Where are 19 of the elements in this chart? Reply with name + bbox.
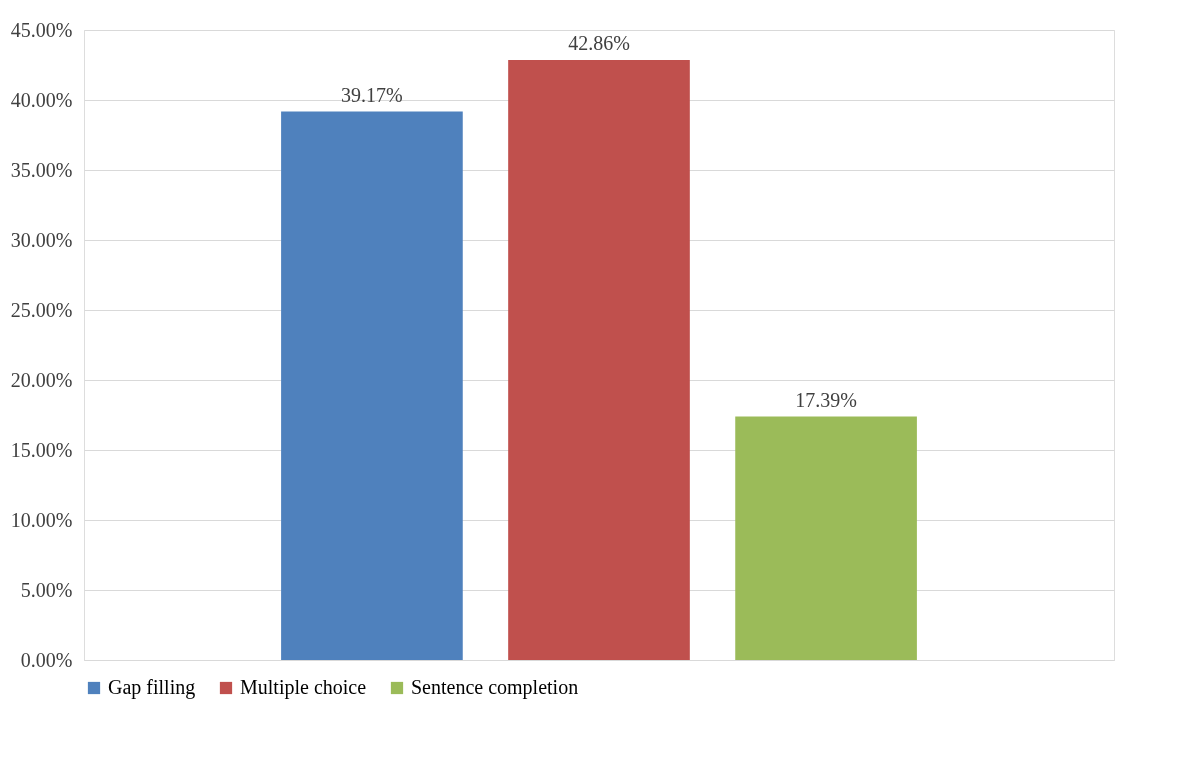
data-label: 17.39% — [795, 388, 857, 411]
y-tick-label: 25.00% — [10, 298, 73, 321]
y-tick-label: 0.00% — [20, 648, 73, 671]
y-tick-label: 5.00% — [20, 578, 73, 601]
data-label: 39.17% — [341, 83, 403, 106]
bar — [508, 59, 690, 660]
y-tick-label: 10.00% — [10, 508, 73, 531]
data-label: 42.86% — [568, 31, 630, 54]
bar — [281, 111, 463, 660]
legend-label: Multiple choice — [240, 676, 367, 699]
y-tick-label: 30.00% — [10, 228, 73, 251]
legend-label: Gap filling — [108, 676, 196, 699]
y-tick-label: 20.00% — [10, 368, 73, 391]
bar — [735, 416, 917, 660]
y-tick-label: 45.00% — [10, 18, 73, 41]
y-tick-label: 40.00% — [10, 88, 73, 111]
y-tick-label: 35.00% — [10, 158, 73, 181]
y-tick-label: 15.00% — [10, 438, 73, 461]
legend-label: Sentence completion — [411, 676, 579, 699]
